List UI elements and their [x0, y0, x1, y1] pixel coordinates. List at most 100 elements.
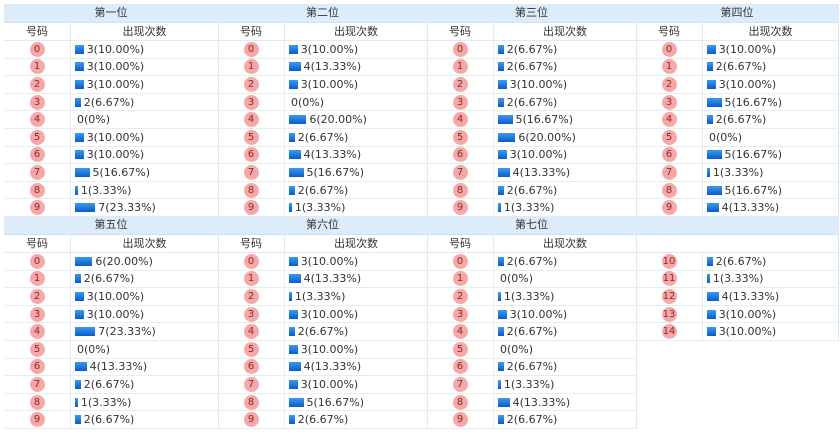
- number-ball: 2: [29, 76, 45, 92]
- count-header: 出现次数: [334, 25, 378, 38]
- frequency-bar: [289, 256, 298, 266]
- count-label: 1(3.33%): [712, 272, 764, 286]
- table-row: 11 1(3.33%): [636, 270, 838, 289]
- count-label: 4(13.33%): [721, 201, 780, 215]
- count-label: 2(6.67%): [506, 360, 558, 374]
- count-label: 3(10.00%): [300, 377, 359, 391]
- position-block: 10 2(6.67%) 11 1(3.33%) 12 4(13.33%) 13 3(10.00…: [636, 216, 839, 341]
- number-ball: 2: [243, 76, 259, 92]
- table-row: 1 2(6.67%): [4, 270, 218, 289]
- number-ball: 9: [243, 200, 259, 216]
- count-label: 5(16.67%): [306, 165, 365, 179]
- position-block: 第七位 号码 出现次数 0 2(6.67%) 1 0(0%) 2 1(3.33%) 3 3(10.0…: [427, 216, 637, 429]
- frequency-bar: [289, 62, 301, 72]
- count-label: 4(13.33%): [512, 165, 571, 179]
- count-label: 2(6.67%): [506, 60, 558, 74]
- frequency-bar: [498, 397, 510, 407]
- frequency-bar: [289, 362, 301, 372]
- position-block: 第一位 号码 出现次数 0 3(10.00%) 1 3(10.00%) 2 3(10.00%) 3…: [4, 4, 219, 217]
- number-ball: 3: [243, 94, 259, 110]
- frequency-bar: [498, 150, 507, 160]
- sub-header: [636, 235, 838, 253]
- position-title: 第六位: [218, 216, 427, 235]
- frequency-bar: [75, 327, 96, 337]
- count-label: 4(13.33%): [303, 60, 362, 74]
- table-row: 5 0(0%): [427, 340, 636, 359]
- number-ball: 9: [29, 412, 45, 428]
- frequency-bar: [75, 150, 84, 160]
- frequency-bar: [707, 97, 722, 107]
- table-row: 1 2(6.67%): [636, 58, 838, 77]
- table-row: 3 0(0%): [218, 93, 427, 112]
- frequency-bar: [498, 362, 504, 372]
- count-label: 5(16.67%): [724, 183, 783, 197]
- sub-header: 号码 出现次数: [427, 235, 636, 253]
- table-row: 1 0(0%): [427, 270, 636, 289]
- table-row: 14 3(10.00%): [636, 323, 838, 341]
- count-label: 5(16.67%): [515, 113, 574, 127]
- number-ball: 7: [29, 164, 45, 180]
- number-ball: 0: [243, 41, 259, 57]
- frequency-bar: [289, 132, 295, 142]
- table-row: 4 2(6.67%): [636, 111, 838, 129]
- table-row: 4 5(16.67%): [427, 111, 636, 129]
- position-block: 第三位 号码 出现次数 0 2(6.67%) 1 2(6.67%) 2 3(10.00%) 3 2(…: [427, 4, 637, 217]
- count-label: 2(6.67%): [506, 42, 558, 56]
- count-label: 2(6.67%): [83, 413, 135, 427]
- frequency-bar: [707, 167, 710, 177]
- count-label: 2(6.67%): [506, 413, 558, 427]
- table-row: 3 5(16.67%): [636, 93, 838, 112]
- number-ball: 6: [661, 147, 677, 163]
- number-ball: 3: [661, 94, 677, 110]
- table-row: 4 0(0%): [4, 111, 218, 129]
- number-ball: 4: [452, 324, 468, 340]
- table-row: 2 3(10.00%): [4, 288, 218, 306]
- count-label: 0(0%): [77, 113, 111, 127]
- frequency-bar: [498, 256, 504, 266]
- count-label: 2(6.67%): [506, 254, 558, 268]
- count-label: 1(3.33%): [712, 165, 764, 179]
- number-ball: 1: [452, 271, 468, 287]
- table-row: 8 2(6.67%): [218, 181, 427, 200]
- number-ball: 7: [29, 376, 45, 392]
- number-ball: 4: [243, 112, 259, 128]
- table-row: 0 3(10.00%): [4, 41, 218, 59]
- code-header: 号码: [427, 235, 494, 252]
- count-label: 3(10.00%): [86, 60, 145, 74]
- table-row: 9 1(3.33%): [427, 199, 636, 217]
- count-label: 2(6.67%): [506, 95, 558, 109]
- number-ball: 5: [243, 129, 259, 145]
- sub-header: 号码 出现次数: [218, 23, 427, 41]
- frequency-bar: [75, 132, 84, 142]
- table-row: 12 4(13.33%): [636, 288, 838, 306]
- count-label: 3(10.00%): [509, 307, 568, 321]
- count-label: 5(16.67%): [306, 395, 365, 409]
- number-ball: 0: [243, 253, 259, 269]
- frequency-bar: [707, 115, 713, 125]
- frequency-bar: [75, 79, 84, 89]
- count-label: 4(13.33%): [89, 360, 148, 374]
- frequency-bar: [289, 291, 292, 301]
- frequency-bar: [75, 62, 84, 72]
- frequency-bar: [289, 309, 298, 319]
- table-row: 8 4(13.33%): [427, 393, 636, 412]
- count-label: 5(16.67%): [92, 165, 151, 179]
- table-row: 5 3(10.00%): [4, 128, 218, 147]
- count-label: 5(16.67%): [724, 95, 783, 109]
- frequency-bar: [707, 291, 719, 301]
- table-row: 0 3(10.00%): [636, 41, 838, 59]
- table-row: 3 2(6.67%): [4, 93, 218, 112]
- position-title: [636, 216, 838, 235]
- frequency-bar: [707, 185, 722, 195]
- number-ball: 5: [243, 341, 259, 357]
- table-row: 13 3(10.00%): [636, 305, 838, 324]
- frequency-bar: [75, 362, 87, 372]
- frequency-bar: [75, 415, 81, 425]
- table-row: 7 4(13.33%): [427, 164, 636, 182]
- table-row: 4 7(23.33%): [4, 323, 218, 341]
- number-ball: 8: [243, 182, 259, 198]
- position-block: 第四位 号码 出现次数 0 3(10.00%) 1 2(6.67%) 2 3(10.00%) 3 5…: [636, 4, 839, 217]
- number-ball: 4: [452, 112, 468, 128]
- count-label: 1(3.33%): [80, 395, 132, 409]
- number-ball: 7: [243, 164, 259, 180]
